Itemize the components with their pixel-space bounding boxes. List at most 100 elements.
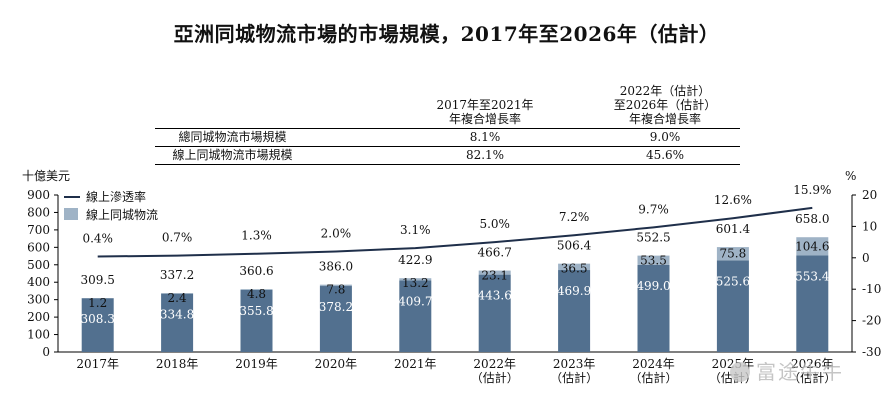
online-value-label: 1.2 (88, 296, 107, 310)
penetration-line (97, 206, 813, 258)
cagr-cell: 82.1% (465, 148, 505, 162)
bar-offline (319, 286, 352, 352)
offline-value-label: 469.9 (557, 284, 591, 298)
penetration-value-label: 0.7% (162, 231, 193, 245)
penetration-value-label: 5.0% (479, 217, 510, 231)
x-tick-label: 2022年 (473, 357, 516, 371)
penetration-value-label: 15.9% (793, 183, 831, 197)
left-axis-tick-label: 100 (27, 328, 50, 342)
total-value-label: 658.0 (795, 212, 829, 226)
total-value-label: 466.7 (478, 246, 512, 260)
bar-offline (399, 280, 432, 352)
total-value-label: 506.4 (557, 239, 592, 253)
bar-offline (796, 255, 829, 352)
right-axis-tick-label: 10 (862, 219, 877, 233)
online-value-label: 7.8 (326, 283, 345, 297)
bar-offline (240, 289, 273, 352)
offline-value-label: 553.4 (795, 269, 830, 283)
bar-offline (81, 298, 114, 352)
x-tick-label: 2019年 (235, 357, 278, 371)
bar-offline (478, 274, 511, 352)
legend-label-penetration: 線上滲透率 (86, 189, 146, 204)
bar-online (240, 289, 273, 290)
cagr-cell: 8.1% (469, 130, 501, 144)
penetration-value-label: 7.2% (559, 210, 590, 224)
penetration-value-label: 1.3% (241, 229, 272, 243)
cagr-header-line: 2022年（估計） (619, 84, 711, 98)
cagr-row-total: 總同城物流市場規模 8.1% 9.0% (155, 128, 740, 146)
right-axis-tick-label: 20 (862, 188, 877, 202)
cagr-cell: 45.6% (645, 148, 685, 162)
cagr-header-line: 至2026年（估計） (613, 98, 717, 112)
left-axis-tick-label: 0 (42, 345, 50, 359)
x-tick-label: （估計） (471, 370, 519, 385)
bar-offline (716, 260, 749, 352)
right-axis-tick-label: 0 (862, 251, 870, 265)
bar-offline (558, 270, 591, 352)
legend-label-online: 線上同城物流 (86, 207, 158, 222)
total-value-label: 386.0 (319, 260, 353, 274)
x-tick-label: （估計） (629, 370, 677, 385)
bar-online (319, 284, 352, 287)
penetration-value-label: 2.0% (321, 227, 352, 241)
cagr-table-header: 2017年至2021年 年複合增長率 2022年（估計） 至2026年（估計） … (155, 80, 740, 128)
x-tick-label: （估計） (788, 370, 836, 385)
online-value-label: 2.4 (168, 291, 187, 305)
cagr-row-label: 線上同城物流市場規模 (172, 148, 293, 162)
left-axis-tick-label: 700 (27, 223, 50, 237)
watermark-text: 富途牛牛 (756, 360, 844, 384)
left-axis-tick-label: 400 (27, 275, 50, 289)
total-value-label: 601.4 (716, 222, 751, 236)
cagr-row-online: 線上同城物流市場規模 82.1% 45.6% (155, 146, 740, 165)
left-axis-tick-label: 900 (27, 188, 50, 202)
bar-offline (637, 264, 670, 352)
right-axis-tick-label: -30 (862, 345, 881, 359)
offline-value-label: 334.8 (160, 308, 194, 322)
watermark: 富途牛牛 (730, 356, 844, 385)
online-value-label: 23.1 (481, 269, 508, 283)
online-value-label: 4.8 (247, 287, 266, 301)
cagr-header-line: 2017年至2021年 (436, 98, 534, 112)
cagr-header-2022-2026: 2022年（估計） 至2026年（估計） 年複合增長率 (590, 84, 740, 126)
left-axis-tick-label: 800 (27, 205, 50, 219)
offline-value-label: 308.3 (81, 312, 115, 326)
online-value-label: 104.6 (795, 239, 829, 253)
bar-online (558, 263, 591, 271)
bar-online (637, 255, 670, 265)
legend-bar-swatch (64, 208, 78, 220)
total-value-label: 337.2 (160, 268, 194, 282)
total-value-label: 422.9 (398, 253, 432, 267)
x-tick-label: 2018年 (156, 357, 199, 371)
online-value-label: 13.2 (402, 276, 429, 290)
bar-online (478, 270, 511, 275)
cagr-header-line: 年複合增長率 (448, 112, 521, 126)
total-value-label: 309.5 (81, 273, 115, 287)
offline-value-label: 378.2 (319, 300, 353, 314)
bar-online (796, 237, 829, 256)
watermark-logo-icon (730, 362, 750, 382)
offline-value-label: 355.8 (239, 304, 273, 318)
left-axis-tick-label: 500 (27, 258, 50, 272)
x-tick-label: 2023年 (553, 357, 596, 371)
x-tick-label: 2026年 (791, 357, 834, 371)
cagr-header-2017-2021: 2017年至2021年 年複合增長率 (410, 98, 560, 126)
cagr-cell: 9.0% (649, 130, 681, 144)
x-tick-label: 2020年 (315, 357, 358, 371)
offline-value-label: 525.6 (716, 274, 750, 288)
chart-title: 亞洲同城物流市場的市場規模，2017年至2026年（估計） (173, 22, 720, 46)
right-axis-label: % (845, 169, 856, 183)
offline-value-label: 443.6 (478, 289, 512, 303)
total-value-label: 552.5 (636, 231, 670, 245)
cagr-table: 2017年至2021年 年複合增長率 2022年（估計） 至2026年（估計） … (155, 80, 740, 165)
x-tick-label: 2021年 (394, 357, 437, 371)
bar-online (716, 247, 749, 261)
right-axis-tick-label: -20 (862, 314, 881, 328)
bar-online (399, 278, 432, 281)
cagr-row-label: 總同城物流市場規模 (178, 130, 287, 144)
online-value-label: 53.5 (640, 254, 667, 268)
penetration-value-label: 9.7% (638, 202, 669, 216)
offline-value-label: 409.7 (398, 295, 432, 309)
penetration-value-label: 3.1% (400, 223, 431, 237)
penetration-value-label: 0.4% (82, 232, 113, 246)
left-axis-tick-label: 200 (27, 310, 50, 324)
